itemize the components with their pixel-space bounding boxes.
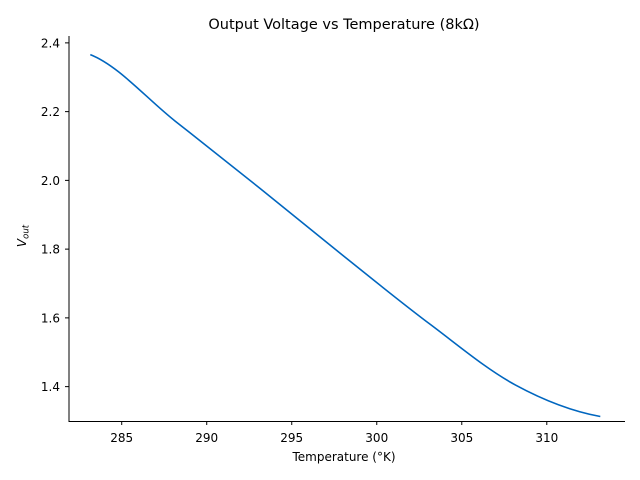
y-tick-label: 1.6 <box>41 311 60 325</box>
x-axis-label: Temperature (°K) <box>291 450 395 464</box>
y-tick-label: 2.2 <box>41 105 60 119</box>
plot-area <box>90 53 601 418</box>
x-tick-label: 310 <box>535 431 558 445</box>
y-tick-label: 2.4 <box>41 36 60 50</box>
y-axis-ticks: 1.4 1.6 1.8 2.0 2.2 2.4 <box>41 36 69 394</box>
series-line <box>90 53 601 418</box>
y-tick-label: 1.8 <box>41 243 60 257</box>
x-axis-ticks: 285 290 295 300 305 310 <box>110 421 558 445</box>
x-tick-label: 305 <box>450 431 473 445</box>
y-axis-label: Vout <box>15 224 32 247</box>
y-tick-label: 1.4 <box>41 380 60 394</box>
x-tick-label: 285 <box>110 431 133 445</box>
y-tick-label: 2.0 <box>41 174 60 188</box>
x-tick-label: 290 <box>195 431 218 445</box>
y-axis-label-subscript: out <box>22 224 32 239</box>
y-axis-label-main: V <box>15 238 29 247</box>
x-tick-label: 295 <box>280 431 303 445</box>
x-tick-label: 300 <box>365 431 388 445</box>
chart-title: Output Voltage vs Temperature (8kΩ) <box>208 17 479 33</box>
